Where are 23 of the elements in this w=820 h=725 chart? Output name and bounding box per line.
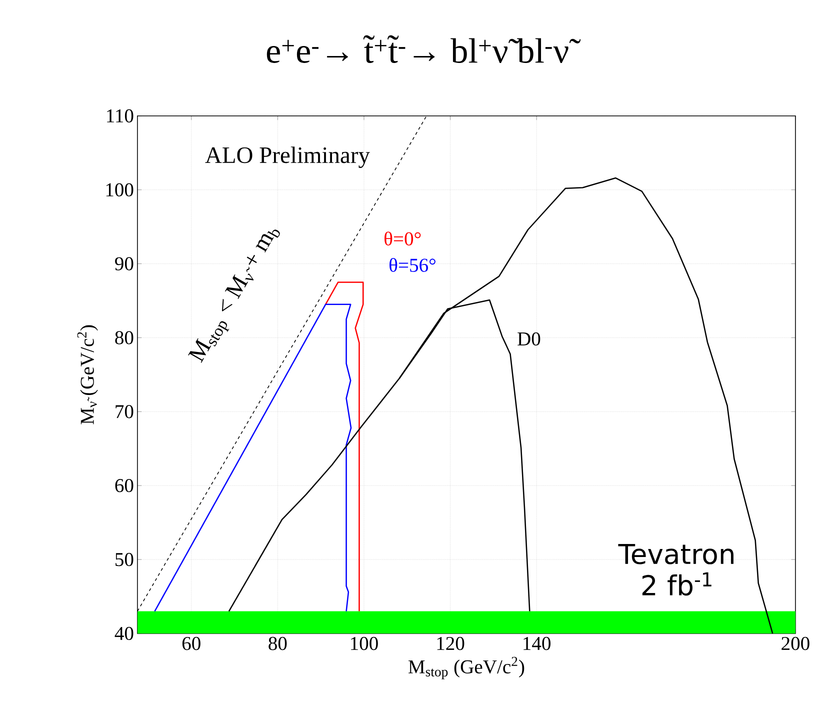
annotation: M$_{stop}$ < M$_{ν̃}$ + m$_{b}$ <box>188 230 280 363</box>
y-tick-label: 60 <box>115 479 134 492</box>
text: θ=0° <box>384 232 421 246</box>
y-axis-title: M$_{ν̃}$(GeV/c$^{2}$) <box>77 325 98 424</box>
x-tick-label: 200 <box>782 637 810 650</box>
y-tick-label: 100 <box>106 183 134 197</box>
x-tick-label: 80 <box>268 637 287 650</box>
x-tick-label: 60 <box>182 637 200 650</box>
x-tick-label: 140 <box>524 637 550 650</box>
y-tick-label: 50 <box>116 553 134 566</box>
y-tick-label: 80 <box>115 331 134 344</box>
x-axis-title: M$_{stop}$ (GeV/c$^{2}$) <box>408 656 524 680</box>
series-label: D0 <box>518 332 540 346</box>
y-tick-label: 70 <box>116 405 134 418</box>
y-tick-label: 110 <box>107 109 134 123</box>
text: θ=56° <box>390 258 436 272</box>
legend-label: Tevatron 2 fb$^{-1}$ <box>618 544 734 596</box>
x-tick-label: 100 <box>351 637 378 650</box>
chart-title: e$^{+}$e$^{-}$→ t̃$^{+}$t̃$^{-}$→ bl$^{+}$ν̃ bl$^{-}$ν̃ <box>266 35 581 64</box>
y-tick-label: 90 <box>115 257 134 270</box>
x-tick-label: 120 <box>437 637 464 650</box>
y-tick-label: 40 <box>114 626 134 640</box>
annotation: ALO Preliminary <box>205 146 370 168</box>
